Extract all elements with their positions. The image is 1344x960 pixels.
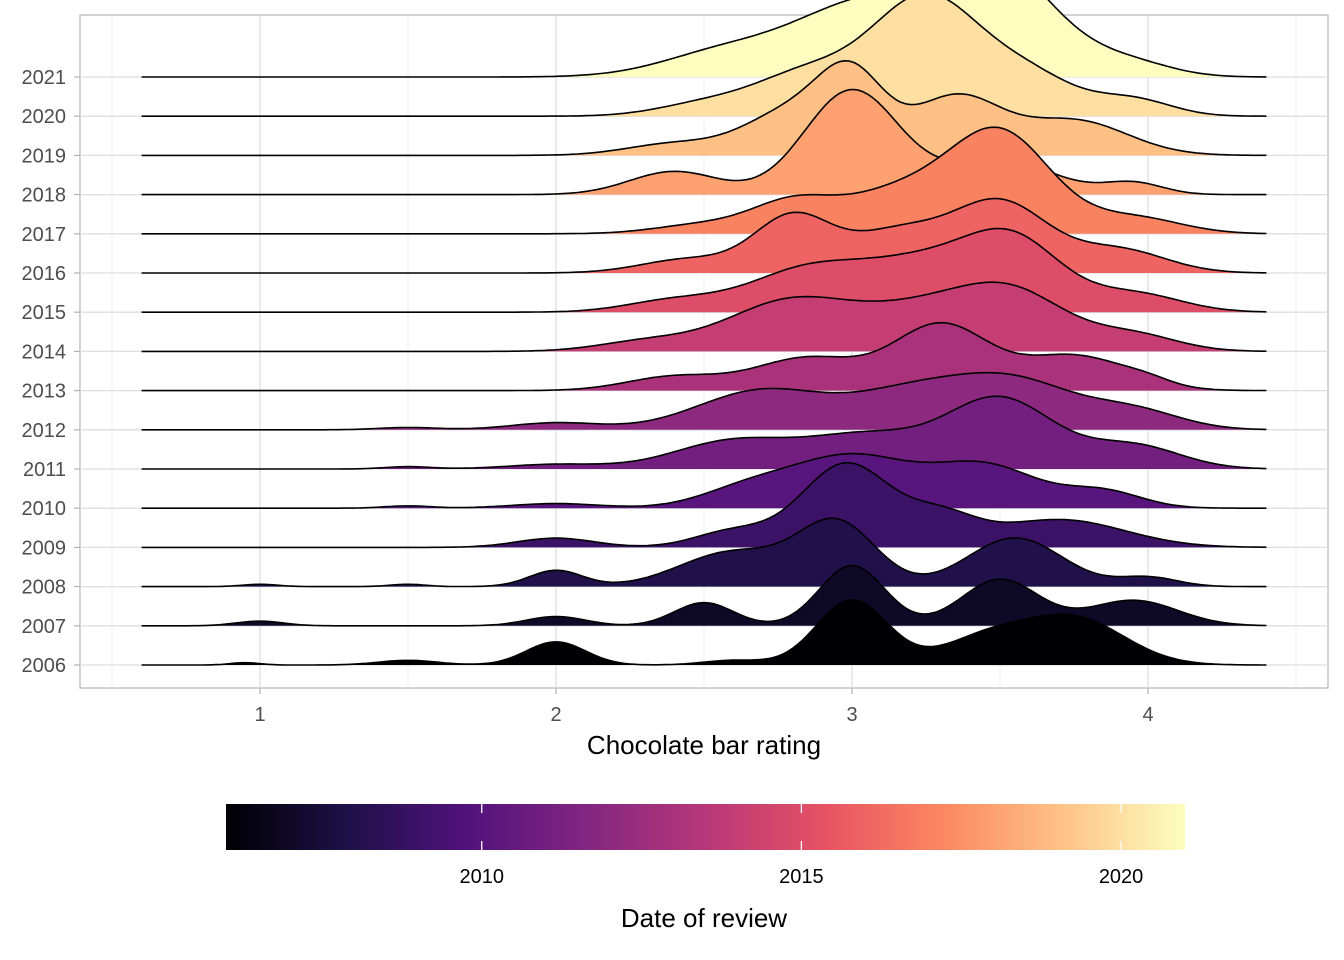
ridge-2009: [141, 462, 1267, 549]
ridge-outline-2011: [141, 395, 1267, 470]
ridge-fill-2010: [141, 453, 1267, 509]
ridge-outline-2014: [141, 281, 1267, 353]
ridge-fill-2006: [141, 599, 1267, 665]
ridge-outline-2008: [141, 517, 1267, 588]
y-tick-label-2006: 2006: [22, 655, 67, 677]
legend: 2010 2015 2020 Date of review: [226, 804, 1185, 933]
ridge-outline-2009: [141, 462, 1267, 549]
x-axis-title: Chocolate bar rating: [587, 730, 821, 760]
ridge-2014: [141, 281, 1267, 353]
y-tick-label-2020: 2020: [22, 106, 67, 128]
y-tick-label-2012: 2012: [22, 420, 67, 442]
y-tick-label-2013: 2013: [22, 381, 67, 403]
y-tick-label-2015: 2015: [22, 302, 67, 324]
ridge-outline-2016: [141, 197, 1267, 274]
y-tick-label-2010: 2010: [22, 498, 67, 520]
y-axis-ticks: 2006 2007 2008 2009 2010 2011 2012 2013 2014 2015…: [22, 67, 80, 677]
ridge-fill-2008: [141, 518, 1267, 587]
y-tick-label-2009: 2009: [22, 537, 67, 559]
y-tick-label-2021: 2021: [22, 67, 67, 89]
y-tick-label-2019: 2019: [22, 145, 67, 167]
x-axis-ticks: 1 2 3 4: [254, 688, 1154, 726]
x-tick-label-4: 4: [1142, 704, 1153, 726]
ridge-2006: [141, 599, 1267, 666]
ridge-outline-2019: [141, 60, 1267, 157]
ridge-2020: [141, 0, 1267, 117]
ridge-outline-2013: [141, 321, 1267, 392]
y-tick-label-2008: 2008: [22, 577, 67, 599]
legend-tick-label-2020: 2020: [1099, 866, 1144, 888]
ridge-outline-2015: [141, 227, 1267, 313]
ridge-fill-2011: [141, 396, 1267, 469]
legend-colorbar: [226, 804, 1185, 850]
y-tick-label-2016: 2016: [22, 263, 67, 285]
ridge-2007: [141, 564, 1267, 627]
legend-ticks: 2010 2015 2020: [459, 804, 1143, 888]
ridge-outline-2018: [141, 88, 1267, 196]
ridge-fill-2007: [141, 565, 1267, 626]
y-tick-label-2018: 2018: [22, 185, 67, 207]
ridge-2011: [141, 395, 1267, 470]
legend-title: Date of review: [621, 903, 787, 933]
ridge-outline-2012: [141, 371, 1267, 431]
y-tick-label-2007: 2007: [22, 616, 67, 638]
ridge-outline-2006: [141, 599, 1267, 666]
y-tick-label-2017: 2017: [22, 224, 67, 246]
ridge-outline-2020: [141, 0, 1267, 117]
legend-tick-label-2010: 2010: [459, 866, 504, 888]
ridge-fill-2009: [141, 462, 1267, 548]
x-tick-label-1: 1: [254, 704, 265, 726]
ridge-outline-2007: [141, 564, 1267, 627]
x-tick-label-2: 2: [550, 704, 561, 726]
y-tick-label-2014: 2014: [22, 341, 67, 363]
ridge-outline-2021: [141, 0, 1267, 78]
ridge-fill-2020: [141, 0, 1267, 117]
y-tick-label-2011: 2011: [23, 459, 66, 481]
ridge-outline-2010: [141, 452, 1267, 509]
x-tick-label-3: 3: [846, 704, 857, 726]
ridge-2008: [141, 517, 1267, 588]
ridges: [141, 0, 1267, 666]
ridge-fill-2014: [141, 282, 1267, 352]
ridge-outline-2017: [141, 126, 1267, 235]
legend-tick-label-2015: 2015: [779, 866, 824, 888]
ridge-2010: [141, 452, 1267, 509]
